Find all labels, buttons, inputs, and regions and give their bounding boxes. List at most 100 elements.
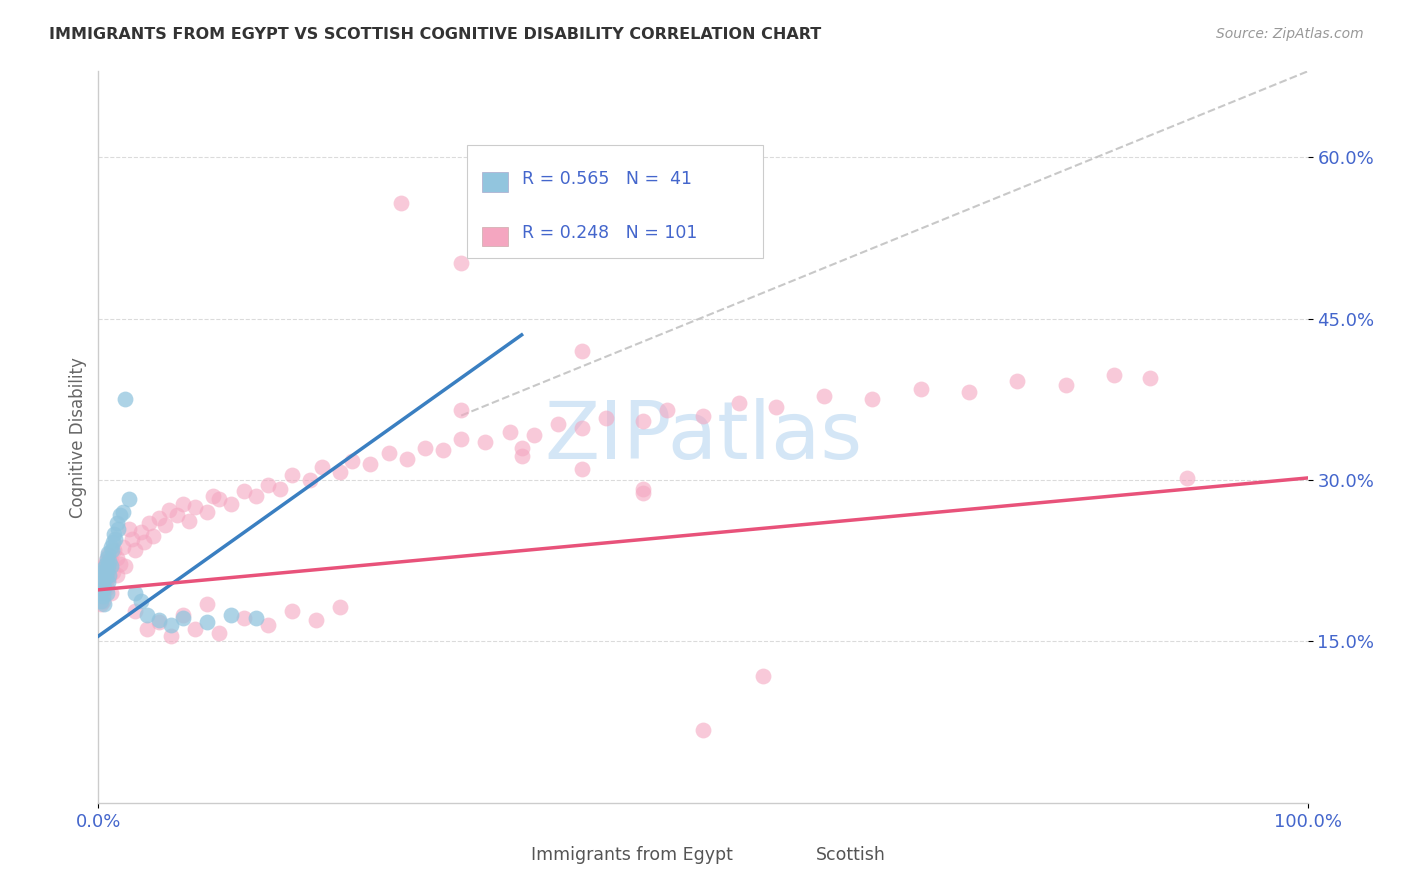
Point: [329, 465, 352, 479]
Point: [96, 565, 118, 579]
Point: [108, 508, 131, 522]
Point: [329, 600, 352, 615]
Point: [135, 607, 157, 622]
Point: [90, 570, 112, 584]
Point: [281, 467, 304, 482]
Point: [305, 613, 328, 627]
Point: [172, 497, 194, 511]
Point: [311, 460, 333, 475]
Point: [655, 403, 678, 417]
Point: [432, 442, 454, 457]
Point: [129, 593, 152, 607]
Point: [89, 586, 111, 600]
Point: [129, 524, 152, 539]
Point: [93, 561, 115, 575]
Point: [100, 559, 122, 574]
Point: [101, 565, 124, 579]
Point: [160, 629, 183, 643]
Point: [1054, 378, 1077, 392]
Point: [1139, 371, 1161, 385]
FancyBboxPatch shape: [492, 849, 517, 869]
Point: [124, 543, 146, 558]
Text: Scottish: Scottish: [815, 847, 886, 864]
Text: R = 0.565   N =  41: R = 0.565 N = 41: [522, 169, 692, 187]
Point: [104, 533, 127, 547]
Point: [153, 518, 176, 533]
FancyBboxPatch shape: [482, 172, 509, 192]
Point: [631, 482, 654, 496]
Point: [184, 500, 207, 514]
Point: [114, 559, 136, 574]
Point: [124, 586, 146, 600]
Point: [148, 615, 170, 629]
Point: [118, 492, 141, 507]
Point: [148, 613, 170, 627]
Point: [91, 589, 114, 603]
Point: [474, 435, 496, 450]
Point: [91, 565, 114, 579]
Point: [571, 344, 593, 359]
Point: [96, 561, 118, 575]
Point: [91, 575, 114, 590]
Point: [450, 432, 472, 446]
Point: [90, 597, 112, 611]
Point: [90, 578, 112, 592]
Text: ZIPatlas: ZIPatlas: [544, 398, 862, 476]
Point: [94, 557, 117, 571]
Point: [221, 497, 243, 511]
Point: [813, 389, 835, 403]
Point: [910, 382, 932, 396]
Point: [1102, 368, 1125, 382]
Point: [105, 567, 128, 582]
Point: [96, 586, 118, 600]
Point: [148, 510, 170, 524]
Point: [166, 508, 188, 522]
Point: [94, 554, 117, 568]
Point: [571, 462, 593, 476]
Point: [97, 549, 120, 563]
Point: [93, 581, 115, 595]
Point: [692, 409, 714, 423]
Point: [105, 550, 128, 565]
Point: [91, 593, 114, 607]
Point: [395, 451, 418, 466]
Point: [232, 611, 254, 625]
Point: [111, 540, 134, 554]
Point: [134, 535, 156, 549]
Point: [103, 543, 125, 558]
Point: [571, 421, 593, 435]
Point: [157, 503, 180, 517]
Point: [93, 559, 115, 574]
Point: [510, 441, 533, 455]
Point: [765, 400, 787, 414]
FancyBboxPatch shape: [776, 849, 803, 869]
Point: [179, 514, 201, 528]
Point: [498, 425, 520, 439]
Point: [389, 195, 412, 210]
Point: [114, 392, 136, 407]
Point: [89, 586, 111, 600]
Point: [91, 582, 114, 597]
Point: [107, 521, 129, 535]
Point: [135, 622, 157, 636]
Point: [208, 625, 231, 640]
Point: [377, 446, 399, 460]
Point: [100, 586, 122, 600]
Point: [360, 457, 382, 471]
Point: [108, 557, 131, 571]
Point: [101, 535, 124, 549]
Point: [97, 559, 120, 574]
Point: [160, 618, 183, 632]
Point: [523, 428, 546, 442]
Point: [245, 489, 267, 503]
Point: [105, 516, 128, 530]
Point: [121, 533, 143, 547]
Point: [100, 540, 122, 554]
Point: [94, 570, 117, 584]
Point: [94, 567, 117, 582]
Point: [1175, 471, 1198, 485]
Point: [93, 582, 115, 597]
Point: [208, 492, 231, 507]
Point: [269, 482, 291, 496]
Text: Source: ZipAtlas.com: Source: ZipAtlas.com: [1216, 27, 1364, 41]
